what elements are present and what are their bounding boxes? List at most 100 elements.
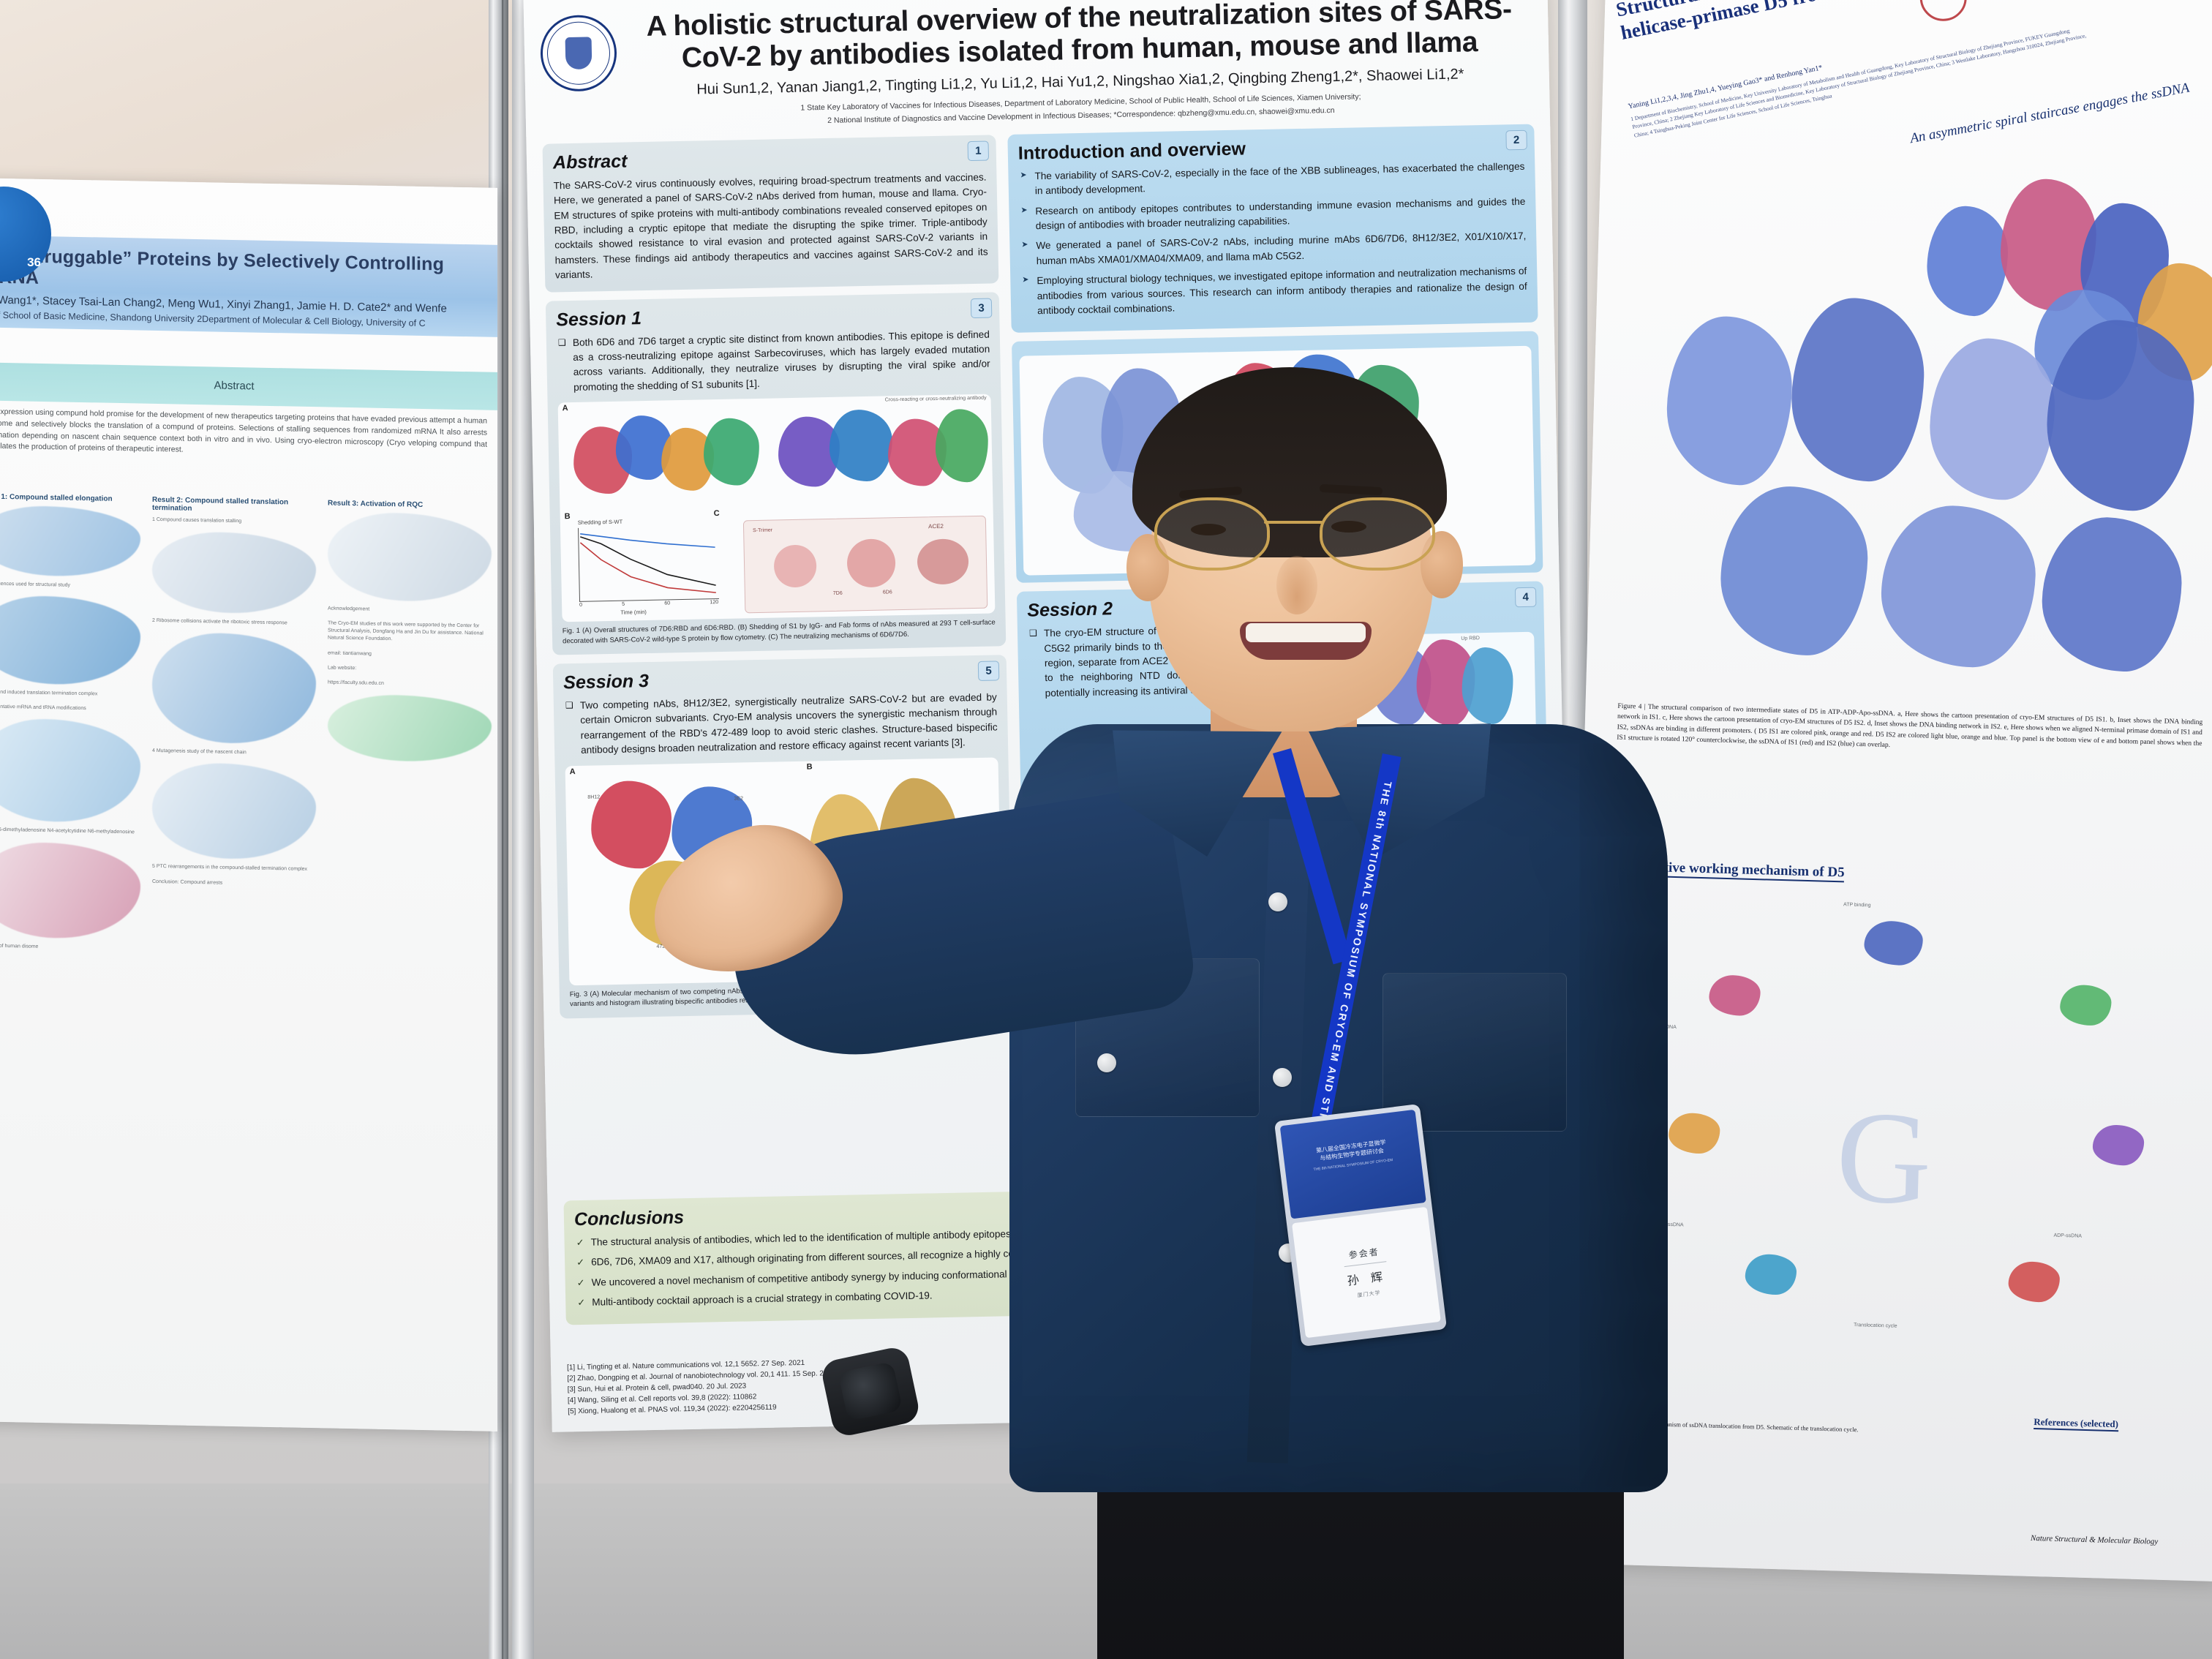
left-poster-abstract-heading: Abstract [214,379,255,393]
left-poster-lab-label: Lab website: [328,665,357,671]
xiamen-university-seal-icon [539,14,618,92]
xtick: 60 [664,601,671,606]
left-poster-note: 1 Compound causes translation stalling [152,516,242,524]
eyeglass-lens-left [1154,497,1270,571]
nose [1276,556,1317,614]
panel-label-A: A [562,404,568,413]
panel-label-B: B [564,512,571,522]
eyeglass-lens-right [1320,497,1435,571]
red-seal-icon [1919,0,1968,22]
left-poster-abstract-text: ene expression using compund hold promis… [0,407,487,454]
left-poster-column: Result 3: Activation of RQC Acknowledgem… [322,499,497,1380]
right-poster-references-heading: References (selected) [2034,1415,2119,1432]
introduction-bullets: The variability of SARS-CoV-2, especiall… [1018,159,1527,319]
structure-thumb [152,632,316,745]
shirt-button [1268,892,1287,911]
left-poster-titleblock: g “Undruggable” Proteins by Selectively … [0,235,497,337]
eye-left [1191,524,1226,535]
panel-label-B: B [806,762,813,772]
label-3e2: 3E2 [734,796,744,802]
structure-thumb [152,762,316,861]
pocket-button [1097,1053,1116,1072]
xtick: 5 [622,601,625,607]
left-poster-note: Acknowledgement [328,606,370,612]
session1-card: 3 Session 1 Both 6D6 and 7D6 target a cr… [545,291,1007,655]
label-atp-binding: ATP binding [1843,902,1871,908]
left-poster-lab-url[interactable]: https://faculty.sdu.edu.cn [328,680,384,686]
shedding-plot-xlabel: Time (min) [620,609,647,616]
introduction-card: 2 Introduction and overview The variabil… [1007,124,1538,334]
label-adp-ssdna: ADP-ssDNA [2053,1233,2083,1239]
chemical-structure-thumb [0,718,140,824]
person: THE 8th NATIONAL SYMPOSIUM OF CRYO-EM AN… [635,315,1799,1659]
left-poster-note: NE, N6-N6-dimethyladenosine N4-acetylcyt… [0,827,135,835]
left-poster-note: The Cryo-EM studies of this work were su… [328,620,484,642]
left-poster-columns: Result 1: Compound stalled elongation ou… [0,492,497,1380]
introduction-step-number: 2 [1505,129,1527,151]
gel-plot-thumb [152,530,316,615]
left-poster-note: 5 PTC rearrangements in the compound-sta… [152,864,308,873]
left-poster-note: 3 Images of human disome [0,943,39,949]
label-translocation-cycle: Translocation cycle [1853,1323,1897,1329]
left-poster-abstract-band: Abstract [0,362,497,410]
left-poster-column-heading: Result 2: Compound stalled translation t… [152,495,289,513]
introduction-bullet: We generated a panel of SARS-CoV-2 nAbs,… [1020,229,1527,269]
eye-right [1331,521,1366,533]
abstract-step-number: 1 [967,140,990,161]
badge-name: 孙 辉 [1347,1271,1388,1288]
cryoem-map-thumb [0,595,140,686]
main-poster-header: A holistic structural overview of the ne… [539,0,1534,134]
left-poster-column: Result 2: Compound stalled translation t… [146,496,322,1377]
badge-header: 第八届全国冷冻电子显微学 与结构生物学专题研讨会 THE 8th NATIONA… [1279,1109,1426,1219]
eyeglasses [1154,497,1435,571]
teeth [1246,623,1366,642]
left-poster-note: ound sequences used for structural study [0,581,71,588]
left-poster-column-heading: Result 3: Activation of RQC [328,499,424,509]
panel-label-C: C [713,509,720,519]
right-poster-footer: Nature Structural & Molecular Biology [2030,1533,2159,1546]
shedding-plot-title: Shedding of S-WT [577,518,623,526]
plot-thumb [328,693,492,763]
left-poster-column: Result 1: Compound stalled elongation ou… [0,492,146,1374]
main-poster-titleblock: A holistic structural overview of the ne… [626,0,1534,132]
shirt-button [1273,1068,1292,1087]
xtick: 0 [579,602,583,608]
left-poster-note: 2 Ribosome collisions activate the ribot… [152,617,287,626]
introduction-bullet: Research on antibody epitopes contribute… [1019,194,1526,234]
left-poster-title: g “Undruggable” Proteins by Selectively … [0,245,445,287]
abstract-card: 1 Abstract The SARS-CoV-2 virus continuo… [542,135,999,293]
left-poster-note: Conclusion: Compound arrests [152,879,223,886]
left-poster-note: 2 Compound induced translation terminati… [0,689,98,697]
badge-role: 参会者 [1348,1246,1380,1261]
introduction-heading: Introduction and overview [1017,138,1246,164]
main-poster-left-column: 1 Abstract The SARS-CoV-2 virus continuo… [542,135,1017,1255]
cryoem-map-thumb [0,505,140,578]
session1-figure: A B C [557,394,996,622]
abstract-heading: Abstract [552,151,628,173]
main-poster-body: 1 Abstract The SARS-CoV-2 virus continuo… [542,124,1557,1255]
structure-7d6-rbd [573,410,764,505]
badge-divider [1344,1261,1387,1268]
left-poster-email[interactable]: email: tiantianwang [328,650,372,657]
label-trimer: S-Trimer [753,527,773,534]
shedding-curve [579,533,716,593]
left-poster-number: 36 [27,255,41,269]
left-poster: g “Undruggable” Proteins by Selectively … [0,178,497,1432]
introduction-bullet: Employing structural biology techniques,… [1020,264,1527,319]
main-poster-title: A holistic structural overview of the ne… [646,0,1513,74]
badge-org: 厦门大学 [1357,1290,1381,1299]
mouth [1240,622,1372,660]
shedding-plot [578,525,720,602]
panel-divider-left-shadow [502,0,508,1659]
conference-badge[interactable]: 第八届全国冷冻电子显微学 与结构生物学专题研讨会 THE 8th NATIONA… [1274,1103,1448,1347]
label-7d6: 7D6 [832,590,843,596]
seal-shield-icon [565,37,592,70]
left-poster-note: 3 Representative mRNA and tRNA modificat… [0,704,86,712]
badge-body: 参会者 孙 辉 厦门大学 [1291,1206,1441,1339]
panel-label-A: A [569,767,576,776]
xtick: 120 [710,600,719,606]
plot-thumb [328,511,492,603]
introduction-bullet: The variability of SARS-CoV-2, especiall… [1018,159,1525,200]
abstract-text: The SARS-CoV-2 virus continuously evolve… [553,171,988,281]
